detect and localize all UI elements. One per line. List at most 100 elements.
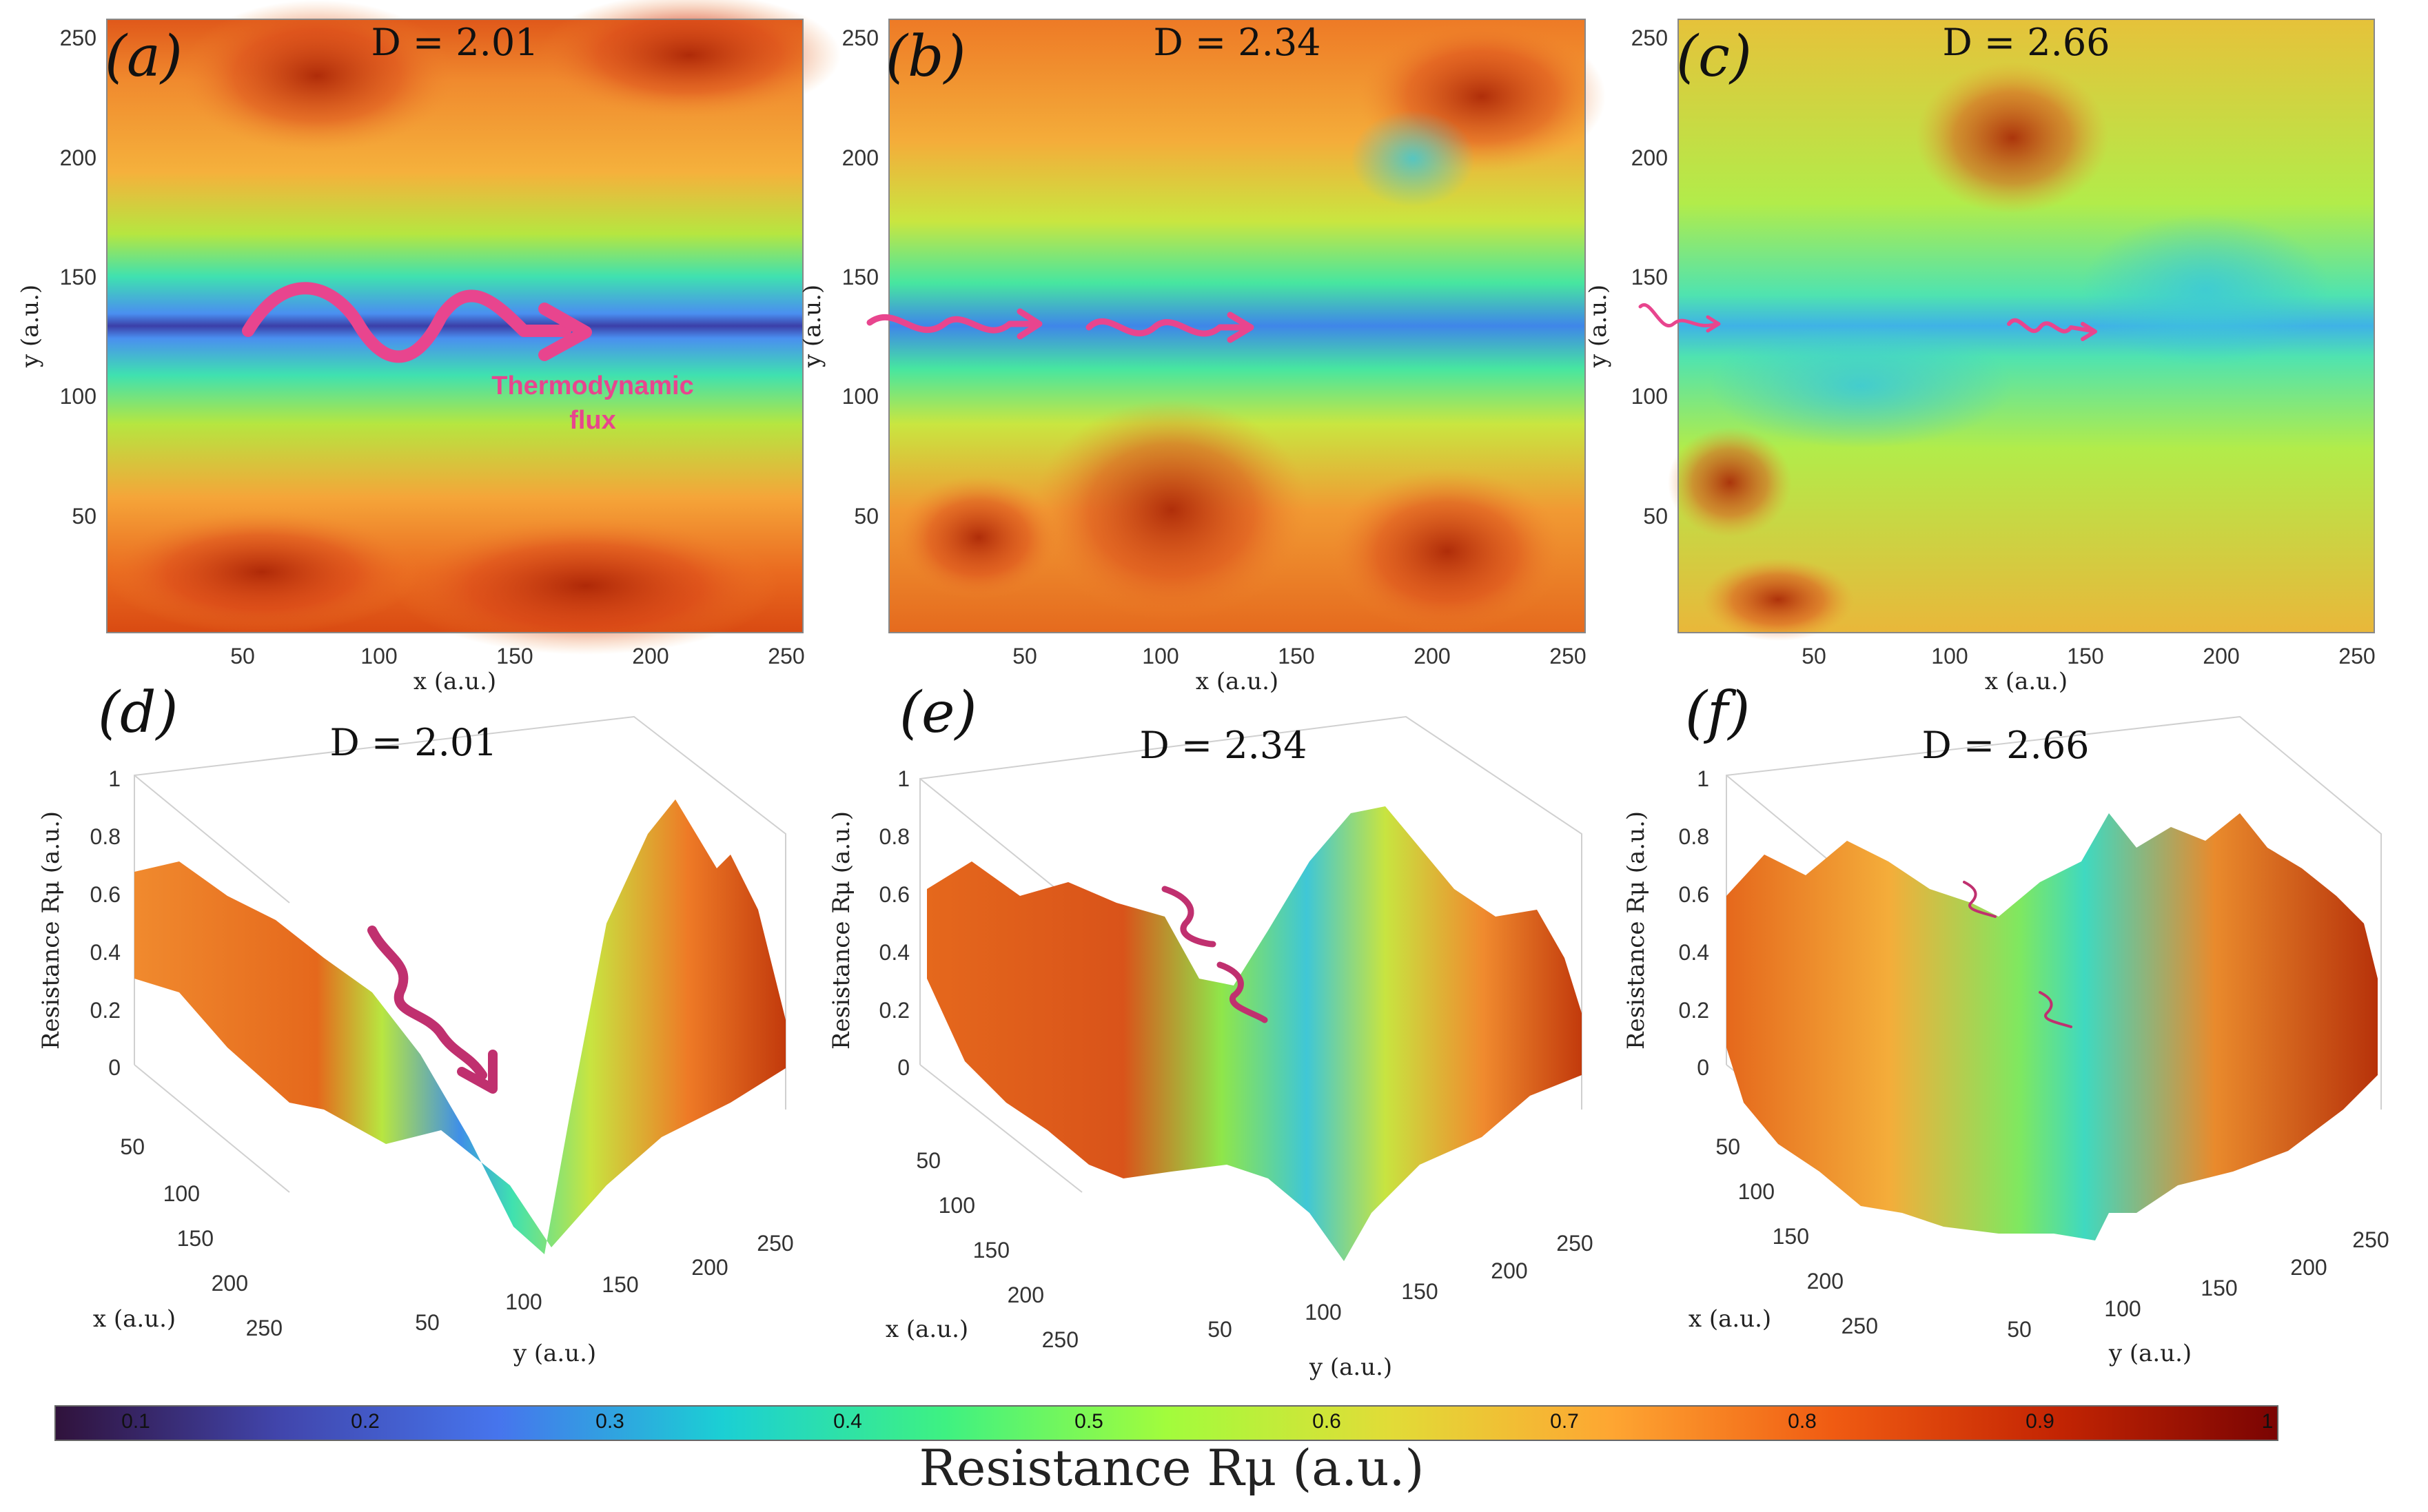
ylabel-a: y (a.u.): [17, 285, 44, 368]
ylabel-d: y (a.u.): [513, 1340, 596, 1367]
ytick-label: 150: [1631, 265, 1668, 289]
panel-c: [1668, 19, 2375, 641]
xtick-label: 100: [1142, 644, 1179, 668]
ytick-label: 100: [505, 1289, 542, 1314]
ytick-label: 100: [1305, 1300, 1341, 1325]
xlabel-c: x (a.u.): [1985, 668, 2068, 695]
surface-arrow-f2: [2039, 991, 2072, 1028]
flux-arrow-c2: [2007, 318, 2094, 334]
surface-arrow-e1: [1161, 886, 1216, 948]
surface-d: [134, 799, 786, 1254]
ytick-label: 50: [2007, 1317, 2032, 1342]
flux-arrow-b1: [866, 314, 1037, 334]
ytick-label: 200: [691, 1255, 728, 1280]
ytick-label: 150: [60, 265, 96, 289]
ztick-label: 0.4: [1679, 940, 1709, 965]
zlabel-f: Resistance Rμ (a.u.): [1622, 811, 1650, 1050]
ztick-label: 0: [897, 1055, 910, 1080]
ytick-label: 150: [2201, 1276, 2237, 1300]
flux-arrow-c1: [1638, 303, 1718, 327]
ytick-label: 100: [1631, 384, 1668, 409]
xtick-label: 200: [632, 644, 669, 668]
xtick-label: 250: [1042, 1327, 1079, 1352]
ztick-label: 0.4: [879, 940, 910, 965]
xtick-label: 250: [768, 644, 804, 668]
ytick-label: 250: [2352, 1227, 2389, 1252]
hotspot: [1702, 558, 1854, 641]
ytick-label: 100: [2104, 1296, 2141, 1321]
xlabel-a: x (a.u.): [414, 668, 496, 695]
ytick-label: 100: [842, 384, 879, 409]
coldspot: [1351, 110, 1475, 207]
ztick-label: 0: [108, 1055, 121, 1080]
xlabel-e: x (a.u.): [886, 1316, 968, 1343]
colorbar-tick: 0.9: [2026, 1410, 2054, 1433]
hotspot: [103, 510, 420, 634]
xtick-label: 50: [120, 1134, 145, 1159]
coldspot: [1709, 324, 2012, 448]
ylabel-b: y (a.u.): [799, 285, 826, 368]
dim-label-b: D = 2.34: [1153, 21, 1320, 64]
ztick-label: 0.2: [1679, 998, 1709, 1023]
ytick-label: 100: [60, 384, 96, 409]
flux-arrowhead-c2: [2081, 322, 2097, 341]
colorbar-tick: 0.5: [1074, 1410, 1103, 1433]
ytick-label: 50: [854, 504, 879, 529]
ytick-label: 50: [415, 1310, 440, 1335]
panel-label-d: (d): [98, 680, 178, 746]
hotspot: [538, 0, 841, 117]
xtick-label: 100: [939, 1193, 975, 1218]
xtick-label: 50: [1012, 644, 1037, 668]
ylabel-e: y (a.u.): [1309, 1353, 1392, 1381]
ztick-label: 0.6: [1679, 882, 1709, 907]
ytick-label: 150: [1401, 1279, 1438, 1304]
zlabel-d: Resistance Rμ (a.u.): [37, 811, 65, 1050]
dim-label-c: D = 2.66: [1942, 21, 2110, 64]
panel-label-c: (c): [1676, 24, 1752, 90]
ztick-label: 0.2: [879, 998, 910, 1023]
ytick-label: 50: [72, 504, 96, 529]
ztick-label: 0.8: [879, 824, 910, 849]
colorbar-tick: 0.3: [595, 1410, 624, 1433]
ytick-label: 50: [1207, 1317, 1232, 1342]
xtick-label: 200: [1807, 1269, 1844, 1294]
colorbar-tick: 0.2: [351, 1410, 380, 1433]
zlabel-e: Resistance Rμ (a.u.): [828, 811, 855, 1050]
xtick-label: 100: [1738, 1179, 1775, 1204]
xlabel-b: x (a.u.): [1196, 668, 1278, 695]
ztick-label: 0.8: [1679, 824, 1709, 849]
panel-label-a: (a): [105, 24, 183, 90]
flux-arrowhead-c1: [1706, 315, 1721, 333]
ytick-label: 200: [60, 145, 96, 170]
ylabel-f: y (a.u.): [2108, 1340, 2192, 1367]
xtick-label: 150: [2067, 644, 2103, 668]
colorbar-tick: 0.8: [1788, 1410, 1817, 1433]
panel-label-f: (f): [1685, 680, 1750, 746]
flux-label-line2: flux: [569, 406, 616, 435]
ytick-label: 200: [1631, 145, 1668, 170]
xlabel-d: x (a.u.): [93, 1305, 176, 1333]
colorbar-tick: 1: [2262, 1410, 2274, 1433]
dim-label-a: D = 2.01: [371, 21, 538, 64]
panel-label-b: (b): [886, 24, 966, 90]
ztick-label: 0.6: [90, 882, 121, 907]
xtick-label: 150: [1278, 644, 1314, 668]
ztick-label: 0.4: [90, 940, 121, 965]
labels: (a) (b) (c) (d) (e) (f) D = 2.01 D = 2.3…: [17, 21, 2389, 1497]
ytick-label: 150: [842, 265, 879, 289]
ztick-label: 0.2: [90, 998, 121, 1023]
xtick-label: 150: [177, 1226, 214, 1251]
flux-arrow-a: [242, 282, 571, 363]
xtick-label: 50: [1715, 1134, 1740, 1159]
ytick-label: 250: [1631, 25, 1668, 50]
hotspot: [393, 517, 779, 655]
xtick-label: 50: [230, 644, 255, 668]
ztick-label: 0: [1697, 1055, 1709, 1080]
ytick-label: 250: [60, 25, 96, 50]
xtick-label: 250: [1842, 1314, 1878, 1338]
hotspot: [896, 476, 1061, 600]
xtick-label: 200: [1414, 644, 1450, 668]
colorbar-tick: 0.7: [1550, 1410, 1579, 1433]
surface-flux-arrows: [367, 881, 2072, 1094]
colorbar-tick: 0.4: [833, 1410, 862, 1433]
